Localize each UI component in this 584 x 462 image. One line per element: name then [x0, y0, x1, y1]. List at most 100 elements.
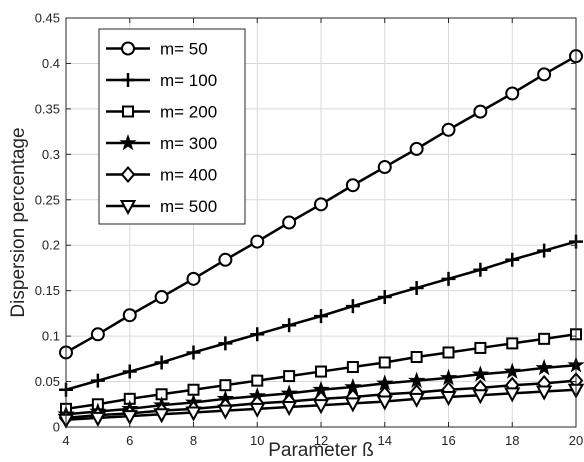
y-tick-label: 0.35: [35, 101, 60, 116]
data-point: [249, 402, 266, 418]
legend-marker: [119, 133, 137, 151]
y-tick-label: 0: [53, 420, 60, 435]
data-point: [90, 327, 105, 342]
data-point: [408, 371, 426, 388]
legend-marker: [119, 200, 137, 216]
data-point: [408, 392, 425, 408]
y-tick-label: 0.2: [42, 238, 60, 253]
x-tick-label: 4: [62, 433, 69, 448]
data-point: [251, 374, 264, 387]
data-point: [153, 408, 170, 424]
data-point: [89, 411, 107, 428]
data-point: [441, 122, 456, 137]
data-point: [409, 141, 424, 156]
x-tick-label: 14: [378, 433, 392, 448]
legend-entry: m= 100: [106, 71, 217, 90]
y-tick-label: 0.3: [42, 147, 60, 162]
legend-entry: m= 300: [106, 133, 217, 153]
data-point: [121, 410, 138, 426]
data-point: [538, 332, 551, 345]
legend-label: m= 500: [160, 197, 217, 216]
legend-entry: m= 200: [106, 103, 217, 122]
data-point: [154, 355, 169, 370]
y-tick-label: 0.15: [35, 283, 60, 298]
legend: m= 50 m= 100 m= 200 m= 300 m= 400 m= 500: [98, 28, 246, 225]
series-triangle-down: [57, 383, 584, 429]
legend-marker: [121, 41, 135, 56]
legend-label: m= 100: [160, 71, 217, 90]
data-point: [90, 373, 105, 388]
x-tick-label: 20: [569, 433, 583, 448]
data-point: [409, 280, 424, 295]
y-tick-label: 0.05: [35, 374, 60, 389]
data-point: [283, 370, 296, 383]
x-tick-label: 6: [126, 433, 133, 448]
data-point: [474, 341, 487, 354]
x-tick-label: 8: [190, 433, 197, 448]
y-tick-label: 0.45: [35, 11, 60, 26]
data-point: [442, 346, 455, 359]
x-tick-label: 10: [250, 433, 264, 448]
axis-ticks: 4 6 8 10 12 14 16 18 20 0 0.05 0.1 0.15 0.2 0.25 0.3 0.3…: [35, 11, 584, 449]
data-point: [537, 67, 552, 82]
data-point: [344, 397, 362, 413]
data-point: [440, 391, 457, 407]
data-point: [185, 406, 202, 422]
data-point: [378, 356, 391, 369]
series-circle: [59, 49, 583, 360]
x-axis-label: Parameter ß: [268, 440, 374, 461]
data-point: [537, 243, 552, 258]
data-point: [535, 358, 553, 376]
x-tick-label: 16: [441, 433, 455, 448]
data-point: [312, 399, 330, 415]
data-point: [217, 404, 234, 420]
data-point: [218, 252, 233, 267]
data-point: [280, 401, 298, 417]
data-point: [186, 345, 201, 360]
x-tick-label: 18: [505, 433, 519, 448]
data-point: [186, 271, 201, 286]
data-point: [346, 361, 359, 374]
legend-marker: [120, 165, 136, 184]
legend-entry: m= 50: [106, 40, 208, 59]
legend-entry: m= 500: [106, 197, 217, 216]
data-point: [441, 271, 456, 286]
data-point: [377, 160, 392, 175]
data-point: [410, 351, 423, 364]
data-point: [154, 290, 169, 305]
legend-label: m= 200: [160, 103, 217, 122]
data-point: [473, 104, 488, 119]
data-point: [345, 299, 360, 314]
data-point: [187, 383, 200, 396]
data-point: [504, 387, 521, 403]
x-tick-label: 12: [314, 433, 328, 448]
data-point: [250, 234, 265, 249]
y-tick-label: 0.1: [42, 329, 60, 344]
data-point: [250, 327, 265, 342]
legend-label: m= 300: [160, 134, 217, 153]
data-point: [315, 365, 327, 378]
data-point: [506, 337, 519, 350]
data-point: [314, 309, 328, 324]
data-point: [505, 252, 520, 267]
data-point: [471, 365, 489, 382]
legend-label: m= 50: [160, 40, 208, 59]
legend-box: [98, 28, 246, 225]
legend-label: m= 400: [160, 166, 217, 185]
legend-marker: [121, 73, 135, 87]
legend-entry: m= 400: [106, 166, 217, 185]
data-point: [377, 290, 392, 305]
data-point: [314, 197, 328, 212]
data-point: [219, 379, 232, 392]
data-point: [535, 385, 553, 401]
data-point: [282, 215, 297, 230]
y-axis-label: Dispersion percentage: [8, 127, 29, 317]
data-point: [122, 364, 137, 379]
data-point: [439, 368, 458, 386]
data-point: [122, 308, 137, 323]
data-point: [503, 362, 521, 379]
legend-marker: [122, 105, 134, 118]
data-point: [345, 178, 360, 193]
data-point: [376, 395, 393, 411]
